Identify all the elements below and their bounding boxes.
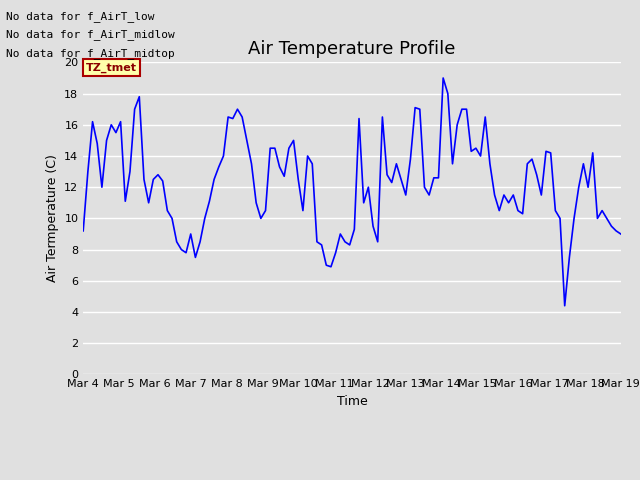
Text: No data for f_AirT_midlow: No data for f_AirT_midlow [6,29,175,40]
Text: TZ_tmet: TZ_tmet [86,62,137,72]
Y-axis label: Air Termperature (C): Air Termperature (C) [45,155,59,282]
X-axis label: Time: Time [337,395,367,408]
Title: Air Temperature Profile: Air Temperature Profile [248,40,456,58]
Text: No data for f_AirT_midtop: No data for f_AirT_midtop [6,48,175,59]
Text: No data for f_AirT_low: No data for f_AirT_low [6,11,155,22]
Legend: AirT 22m: AirT 22m [301,476,403,480]
